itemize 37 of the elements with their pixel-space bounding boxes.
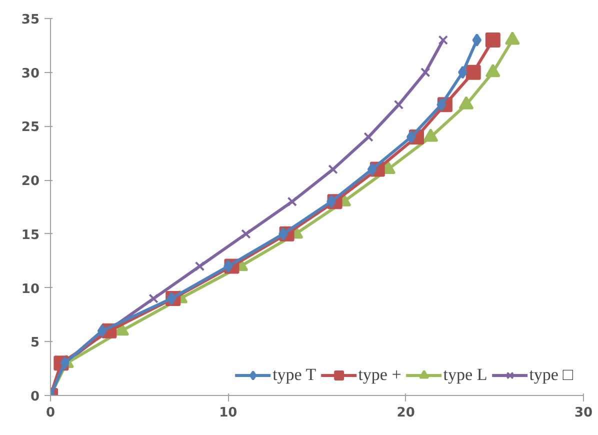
- y-tick-label: 10: [21, 282, 40, 297]
- y-tick-label: 15: [21, 228, 40, 243]
- x-tick-label: 10: [219, 406, 238, 420]
- point: [466, 64, 481, 80]
- x-tick-label: 20: [396, 406, 415, 420]
- y-tick-label: 0: [30, 390, 40, 404]
- point: [458, 66, 468, 79]
- point: [224, 260, 233, 273]
- point: [328, 164, 338, 174]
- y-tick-label: 35: [21, 12, 40, 28]
- point: [278, 227, 288, 240]
- point: [241, 229, 251, 239]
- point: [420, 67, 430, 78]
- point: [394, 100, 404, 110]
- point: [97, 324, 107, 338]
- point: [367, 162, 377, 176]
- point: [485, 32, 500, 48]
- point: [472, 34, 482, 47]
- x-tick-label: 0: [46, 406, 56, 420]
- legend-label: type +: [358, 365, 402, 385]
- point: [287, 196, 298, 207]
- point: [194, 261, 205, 272]
- y-tick-label: 30: [21, 66, 40, 82]
- y-tick-label: 5: [30, 336, 40, 351]
- legend-label: type T: [272, 365, 316, 385]
- point: [438, 35, 448, 45]
- y-tick-label: 25: [21, 120, 40, 136]
- point: [326, 195, 336, 208]
- legend-label: type □: [529, 365, 573, 385]
- x-tick-label: 30: [574, 406, 593, 420]
- legend-label: type L: [443, 365, 488, 385]
- point: [364, 132, 374, 142]
- point: [166, 292, 176, 306]
- point: [406, 130, 416, 144]
- point: [436, 98, 446, 112]
- point: [148, 294, 158, 304]
- y-tick-label: 20: [21, 174, 40, 190]
